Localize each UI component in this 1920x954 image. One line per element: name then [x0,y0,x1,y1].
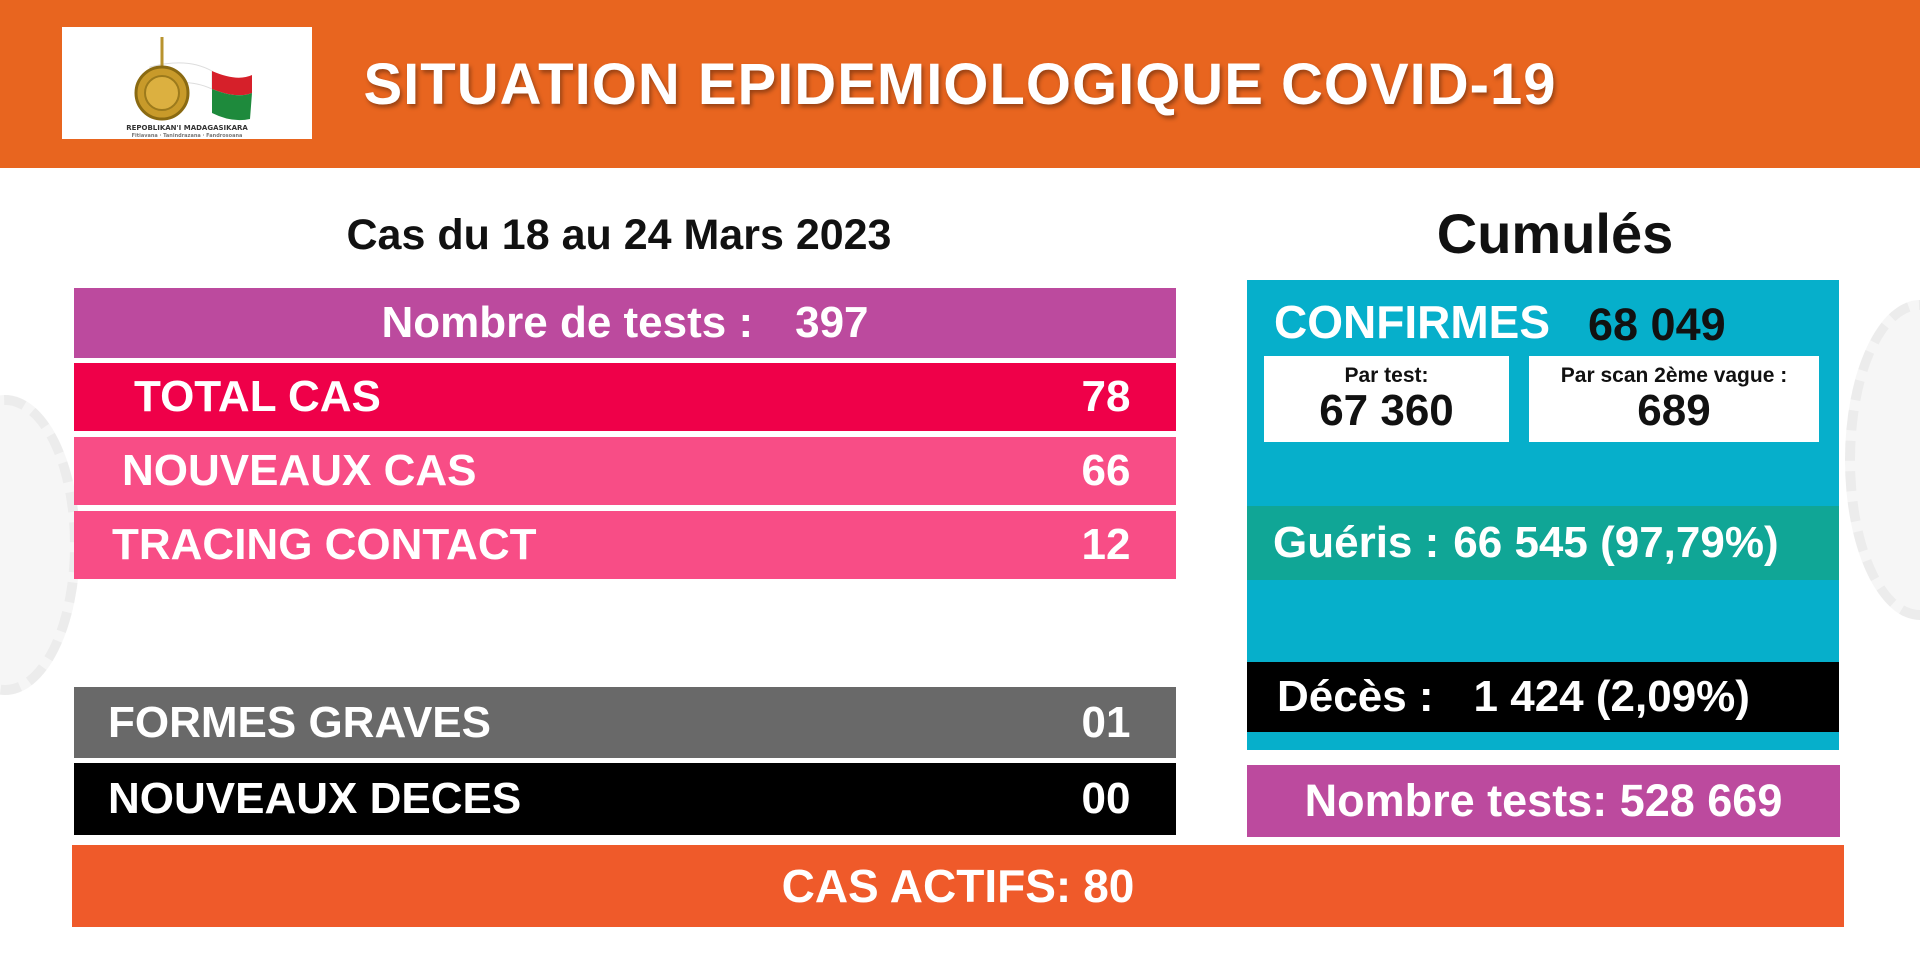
nouveaux-cas-row: NOUVEAUX CAS 66 [74,437,1176,505]
par-test-label: Par test: [1344,364,1429,387]
tracing-contact-row: TRACING CONTACT 12 [74,511,1176,579]
cas-actifs-value: 80 [1083,860,1135,912]
confirmes-value: 68 049 [1588,299,1726,350]
total-cas-value: 78 [1081,372,1131,421]
period-heading: Cas du 18 au 24 Mars 2023 [346,210,892,259]
tests-label: Nombre de tests : [381,298,754,347]
tests-value: 397 [795,298,869,347]
cumules-heading: Cumulés [1436,201,1674,265]
tracing-contact-value: 12 [1081,520,1131,569]
total-cas-label: TOTAL CAS [134,372,381,421]
formes-graves-label: FORMES GRAVES [108,697,492,747]
formes-graves-row: FORMES GRAVES 01 [74,687,1176,758]
deces-cumul-value: 1 424 (2,09%) [1473,672,1750,721]
cas-actifs-bar: CAS ACTIFS: 80 [72,845,1844,927]
tests-bar: Nombre de tests : 397 [74,288,1176,358]
nouveaux-deces-row: NOUVEAUX DECES 00 [74,763,1176,835]
nouveaux-deces-label: NOUVEAUX DECES [108,774,522,823]
par-test-value: 67 360 [1319,386,1454,435]
tracing-contact-label: TRACING CONTACT [112,520,537,569]
par-scan-label: Par scan 2ème vague : [1560,364,1788,387]
madagascar-seal-flag-icon: REPOBLIKAN'I MADAGASIKARA Fitiavana · Ta… [126,37,252,139]
virus-decoration-right [1845,300,1920,620]
nouveaux-cas-value: 66 [1081,446,1131,495]
formes-graves-value: 01 [1081,697,1131,747]
nouveaux-deces-value: 00 [1081,774,1131,823]
par-scan-box: Par scan 2ème vague : 689 [1529,356,1819,442]
tests-cumul-bar: Nombre tests: 528 669 [1247,765,1840,837]
gueris-row: Guéris : 66 545 (97,79%) [1247,506,1839,580]
cas-actifs-label: CAS ACTIFS: [781,860,1072,912]
gueris-label: Guéris : [1273,518,1440,567]
par-test-box: Par test: 67 360 [1264,356,1509,442]
virus-decoration-left [0,395,80,695]
logo-motto: Fitiavana · Tanindrazana · Fandrosoana [132,133,243,139]
header-banner [0,0,1920,168]
page-title: SITUATION EPIDEMIOLOGIQUE COVID-19 [363,51,1557,117]
confirmes-label: CONFIRMES [1274,296,1550,348]
logo-text: REPOBLIKAN'I MADAGASIKARA [126,124,248,132]
par-scan-value: 689 [1637,386,1711,435]
deces-cumul-label: Décès : [1277,672,1434,721]
nouveaux-cas-label: NOUVEAUX CAS [122,446,477,495]
total-cas-row: TOTAL CAS 78 [74,363,1176,431]
gueris-value: 66 545 (97,79%) [1453,518,1779,567]
deces-cumul-row: Décès : 1 424 (2,09%) [1247,662,1839,732]
logo: REPOBLIKAN'I MADAGASIKARA Fitiavana · Ta… [62,27,312,139]
